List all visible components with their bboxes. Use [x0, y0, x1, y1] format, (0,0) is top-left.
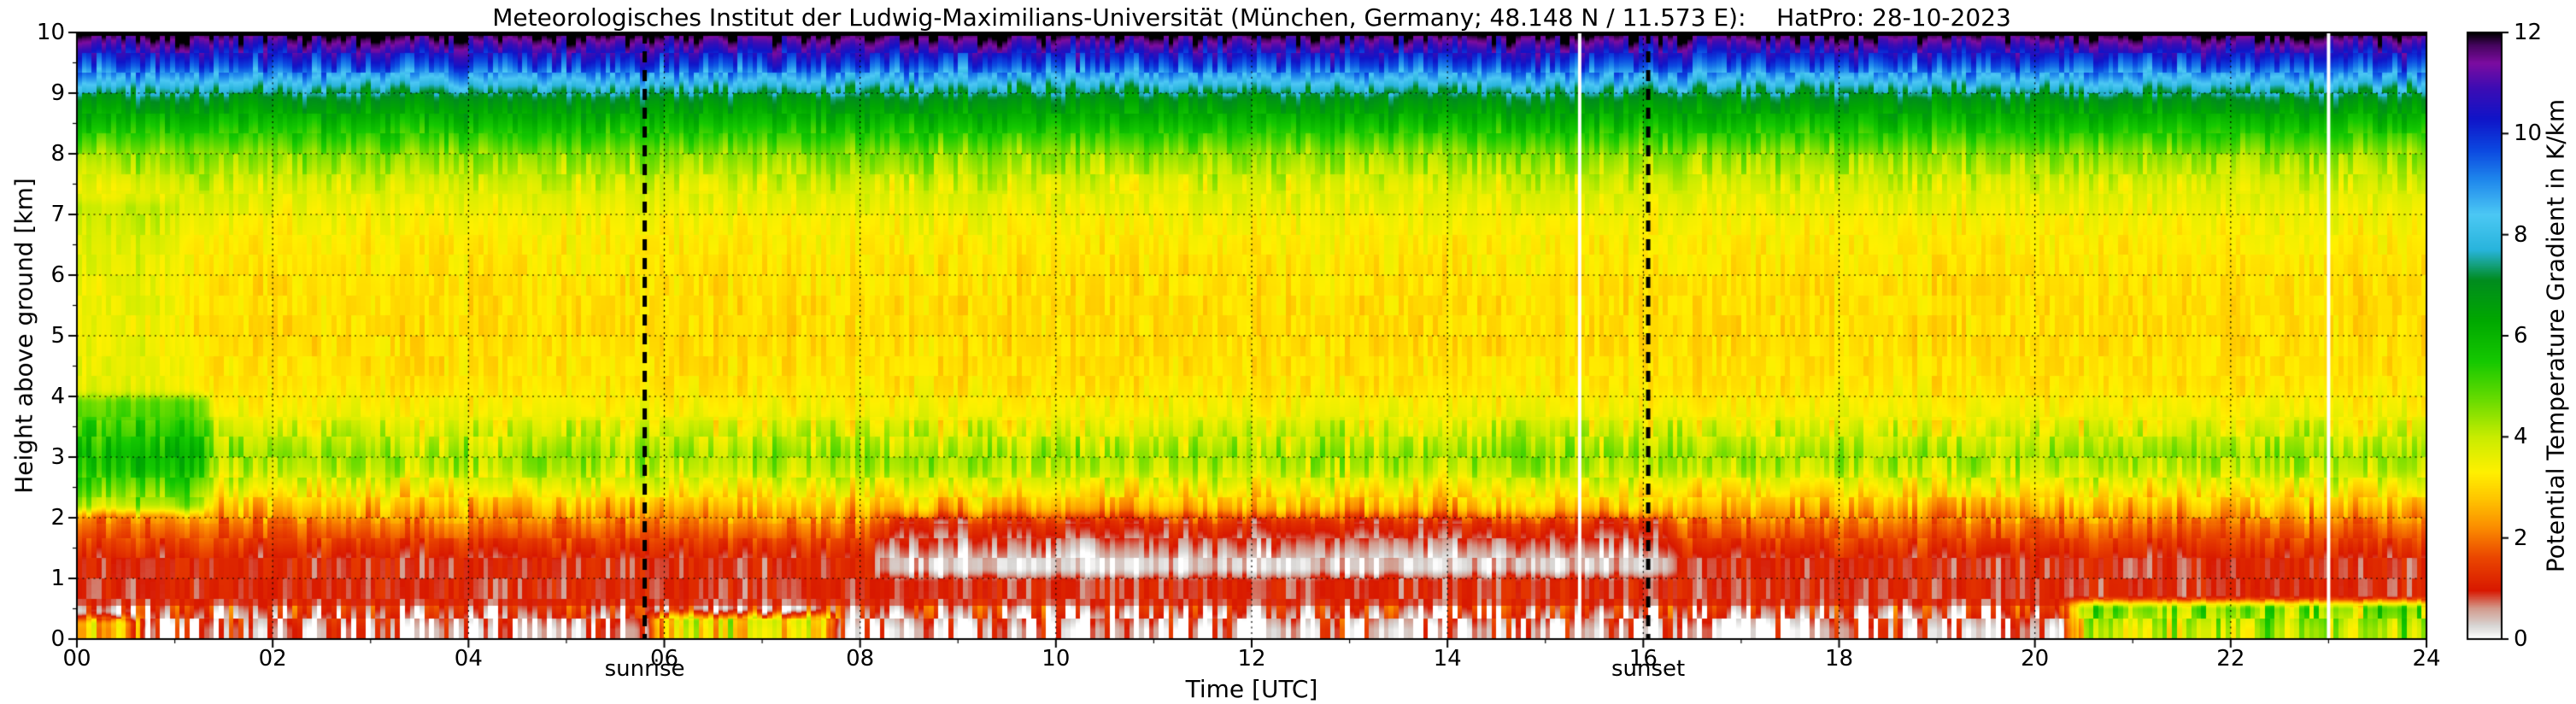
colorbar-label: Potential Temperature Gradient in K/km: [2541, 98, 2570, 573]
x-tick-label: 24: [2412, 646, 2441, 672]
x-axis-label: Time [UTC]: [1185, 675, 1318, 703]
x-tick-label: 18: [1824, 646, 1854, 672]
y-tick-label: 1: [50, 566, 65, 591]
y-tick-label: 5: [50, 323, 65, 349]
y-tick-label: 8: [50, 141, 65, 167]
x-tick-label: 20: [2021, 646, 2050, 672]
x-tick-label: 16: [1628, 646, 1658, 672]
x-tick-label: 06: [649, 646, 679, 672]
y-tick-label: 2: [50, 505, 65, 531]
y-tick-label: 6: [50, 262, 65, 288]
y-tick-label: 9: [50, 80, 65, 106]
y-tick-label: 10: [36, 20, 65, 45]
y-tick-label: 7: [50, 202, 65, 227]
colorbar-tick-label: 2: [2514, 525, 2528, 551]
x-tick-label: 22: [2216, 646, 2245, 672]
x-tick-label: 02: [258, 646, 287, 672]
chart-title: Meteorologisches Institut der Ludwig-Max…: [492, 3, 2011, 32]
sunrise-annotation-label: sunrise: [604, 656, 685, 682]
colorbar-tick-label: 6: [2514, 323, 2528, 349]
y-tick-label: 3: [50, 444, 65, 470]
colorbar-tick-label: 8: [2514, 221, 2528, 248]
x-tick-label: 04: [454, 646, 483, 672]
y-tick-label: 0: [50, 626, 65, 652]
sunset-annotation-label: sunset: [1611, 656, 1686, 682]
x-tick-label: 12: [1237, 646, 1266, 672]
colorbar-tick-label: 10: [2514, 120, 2543, 147]
x-tick-label: 10: [1042, 646, 1071, 672]
x-tick-label: 00: [62, 646, 91, 672]
colorbar-tick-label: 12: [2514, 20, 2543, 45]
colorbar-tick-label: 4: [2514, 424, 2528, 450]
y-tick-label: 4: [50, 384, 65, 409]
x-tick-label: 14: [1433, 646, 1462, 672]
y-axis-label: Height above ground [km]: [9, 178, 38, 494]
colorbar-tick-label: 0: [2514, 626, 2528, 652]
x-tick-label: 08: [846, 646, 875, 672]
